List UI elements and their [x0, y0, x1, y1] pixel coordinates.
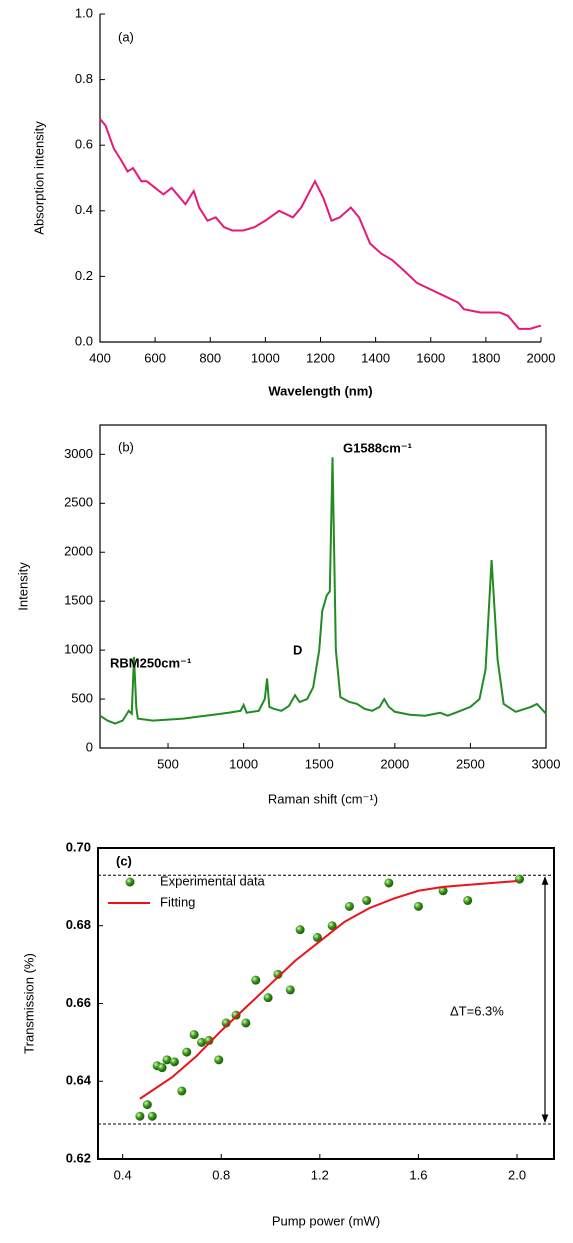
annotation: (c) [116, 853, 132, 868]
y-tick-label: 0.62 [66, 1150, 91, 1165]
data-point [263, 993, 273, 1003]
x-axis-label: Pump power (mW) [272, 1213, 380, 1228]
x-tick-label: 600 [144, 350, 166, 365]
data-point [413, 901, 423, 911]
data-point [182, 1047, 192, 1057]
y-tick-label: 1.0 [75, 5, 93, 20]
x-tick-label: 1600 [416, 350, 445, 365]
x-tick-label: 2500 [456, 756, 485, 771]
x-tick-label: 800 [199, 350, 221, 365]
data-point [177, 1086, 187, 1096]
x-tick-label: 1.6 [409, 1167, 427, 1182]
data-line [99, 118, 542, 330]
y-axis-label: Transmission (%) [21, 953, 36, 1054]
data-point [169, 1057, 179, 1067]
annotation: ΔT=6.3% [450, 1003, 504, 1018]
legend-marker [125, 877, 135, 887]
y-tick-label: 0.66 [66, 995, 91, 1010]
plot-frame [99, 424, 547, 749]
y-tick-label: 1500 [64, 593, 93, 608]
data-point [147, 1111, 157, 1121]
annotation: G1588cm⁻¹ [343, 440, 412, 455]
annotation: (a) [118, 29, 134, 44]
data-line [99, 457, 547, 725]
x-axis-label: Wavelength (nm) [268, 383, 372, 398]
x-tick-label: 500 [157, 756, 179, 771]
x-tick-label: 1800 [471, 350, 500, 365]
y-tick-label: 1000 [64, 642, 93, 657]
data-point [285, 985, 295, 995]
data-point [197, 1037, 207, 1047]
y-tick-label: 0.8 [75, 71, 93, 86]
annotation: RBM250cm⁻¹ [110, 655, 191, 670]
data-point [162, 1055, 172, 1065]
y-tick-label: 0.64 [66, 1073, 92, 1088]
data-point [214, 1055, 224, 1065]
data-point [362, 895, 372, 905]
y-tick-label: 0.70 [66, 839, 91, 854]
x-tick-label: 1400 [361, 350, 390, 365]
x-tick-label: 2000 [527, 350, 556, 365]
data-point [189, 1030, 199, 1040]
data-point [463, 895, 473, 905]
y-tick-label: 2000 [64, 544, 93, 559]
axes [99, 14, 541, 343]
x-tick-label: 2000 [380, 756, 409, 771]
data-point [251, 975, 261, 985]
y-tick-label: 0.68 [66, 917, 91, 932]
data-point [241, 1018, 251, 1028]
data-point [344, 901, 354, 911]
data-point [327, 921, 337, 931]
data-point [295, 925, 305, 935]
fit-line [139, 880, 518, 1100]
data-point [142, 1100, 152, 1110]
y-tick-label: 0.0 [75, 333, 93, 348]
y-tick-label: 0.6 [75, 137, 93, 152]
data-point [157, 1063, 167, 1073]
y-tick-label: 3000 [64, 446, 93, 461]
data-point [231, 1010, 241, 1020]
data-point [514, 874, 524, 884]
y-tick-label: 500 [71, 690, 93, 705]
x-tick-label: 1.2 [311, 1167, 329, 1182]
x-tick-label: 3000 [532, 756, 561, 771]
y-tick-label: 0 [86, 739, 93, 754]
legend-label: Fitting [160, 894, 195, 909]
x-tick-label: 1500 [305, 756, 334, 771]
x-tick-label: 2.0 [508, 1167, 526, 1182]
y-axis-label: Intensity [15, 562, 30, 611]
x-tick-label: 400 [89, 350, 111, 365]
y-axis-label: Absorption intensity [31, 121, 46, 235]
y-tick-label: 0.4 [75, 202, 93, 217]
x-tick-label: 0.8 [212, 1167, 230, 1182]
data-point [135, 1111, 145, 1121]
y-tick-label: 0.2 [75, 268, 93, 283]
data-point [273, 969, 283, 979]
data-point [204, 1035, 214, 1045]
data-point [384, 878, 394, 888]
x-tick-label: 1200 [306, 350, 335, 365]
y-tick-label: 2500 [64, 495, 93, 510]
annotation: (b) [118, 439, 134, 454]
x-axis-label: Raman shift (cm⁻¹) [268, 791, 378, 806]
annotation: D [293, 642, 302, 657]
data-point [438, 886, 448, 896]
data-point [312, 932, 322, 942]
x-tick-label: 1000 [251, 350, 280, 365]
x-tick-label: 0.4 [114, 1167, 132, 1182]
x-tick-label: 1000 [229, 756, 258, 771]
legend-label: Experimental data [160, 873, 266, 888]
